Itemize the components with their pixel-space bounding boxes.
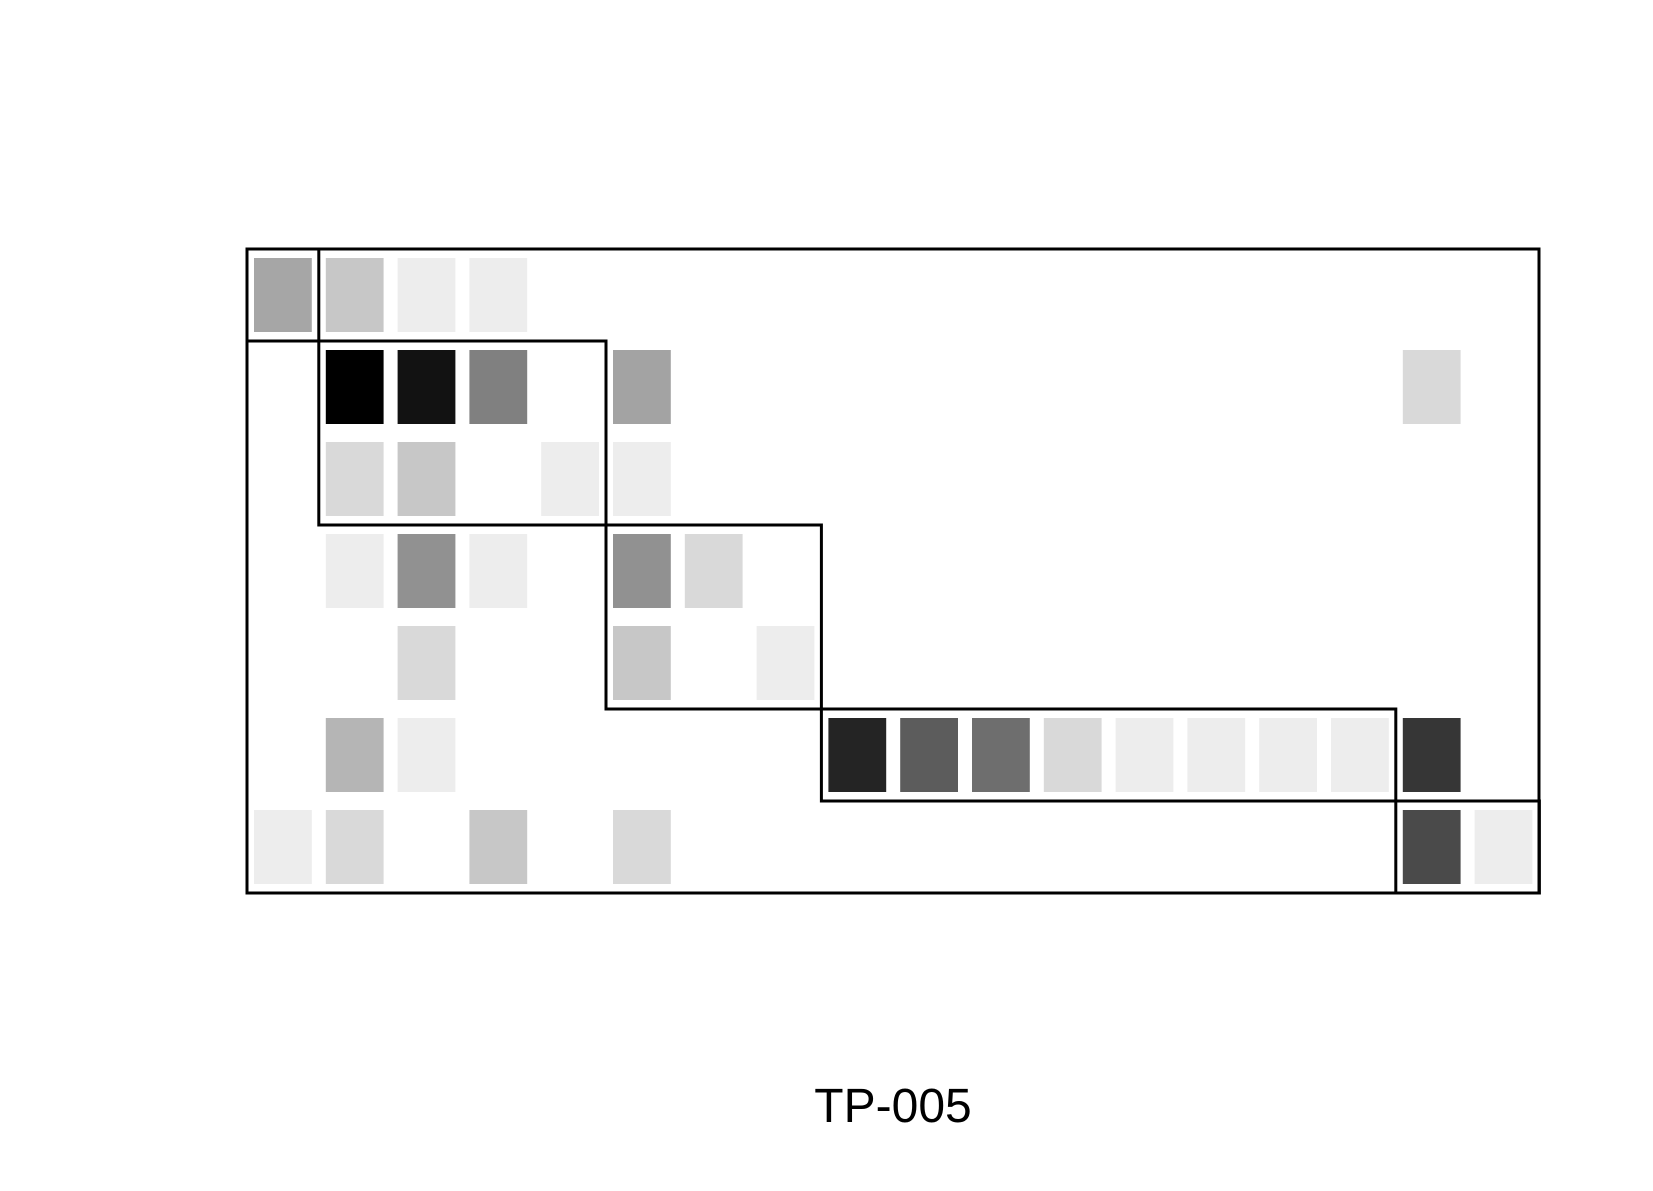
heatmap-cell-r1-c1 xyxy=(325,350,384,424)
heatmap-cell-r4-c7 xyxy=(756,626,815,700)
block-outline-3 xyxy=(604,523,823,711)
heatmap-cell-r4-c5 xyxy=(613,626,671,700)
heatmap-cell-r0-c1 xyxy=(325,258,384,332)
heatmap-cell-r6-c16 xyxy=(1402,810,1461,884)
heatmap-cell-r6-c5 xyxy=(613,810,671,884)
heatmap-cell-r5-c12 xyxy=(1115,718,1174,792)
heatmap-cell-r4-c2 xyxy=(397,626,456,700)
heatmap-cell-r6-c17 xyxy=(1474,810,1533,884)
heatmap-cell-r1-c5 xyxy=(613,350,671,424)
heatmap-cell-r1-c16 xyxy=(1402,350,1461,424)
heatmap-cell-r5-c13 xyxy=(1187,718,1246,792)
heatmap-cell-r6-c0 xyxy=(254,810,312,884)
block-outline-4 xyxy=(819,707,1398,803)
block-outline-2 xyxy=(317,339,608,527)
heatmap-cell-r3-c5 xyxy=(613,534,671,608)
block-outlines xyxy=(245,247,1541,895)
heatmap-cell-r2-c2 xyxy=(397,442,456,516)
heatmap-cell-r3-c2 xyxy=(397,534,456,608)
heatmap-cell-r5-c9 xyxy=(900,718,958,792)
heatmap-cell-r6-c3 xyxy=(469,810,528,884)
heatmap-cell-r0-c3 xyxy=(469,258,528,332)
heatmap-cell-r0-c2 xyxy=(397,258,456,332)
heatmap-cell-r3-c3 xyxy=(469,534,528,608)
heatmap-cell-r5-c11 xyxy=(1043,718,1102,792)
heatmap-cell-r3-c6 xyxy=(684,534,743,608)
plot-frame xyxy=(245,247,1541,895)
heatmap-cell-r6-c1 xyxy=(325,810,384,884)
heatmap-cell-r5-c15 xyxy=(1331,718,1389,792)
heatmap-cell-r3-c1 xyxy=(325,534,384,608)
heatmap-cell-r5-c2 xyxy=(397,718,456,792)
heatmap-cell-r5-c1 xyxy=(325,718,384,792)
heatmap-cell-r5-c8 xyxy=(828,718,887,792)
heatmap-cell-r2-c4 xyxy=(541,442,599,516)
heatmap-cells xyxy=(254,258,1533,884)
heatmap-cell-r2-c5 xyxy=(613,442,671,516)
chart-title: TP-005 xyxy=(814,1080,971,1133)
heatmap-cell-r5-c10 xyxy=(972,718,1030,792)
heatmap-cell-r5-c16 xyxy=(1402,718,1461,792)
heatmap-cell-r1-c2 xyxy=(397,350,456,424)
heatmap-cell-r2-c1 xyxy=(325,442,384,516)
heatmap-cell-r5-c14 xyxy=(1259,718,1317,792)
heatmap-cell-r0-c0 xyxy=(254,258,312,332)
heatmap-cell-r1-c3 xyxy=(469,350,528,424)
